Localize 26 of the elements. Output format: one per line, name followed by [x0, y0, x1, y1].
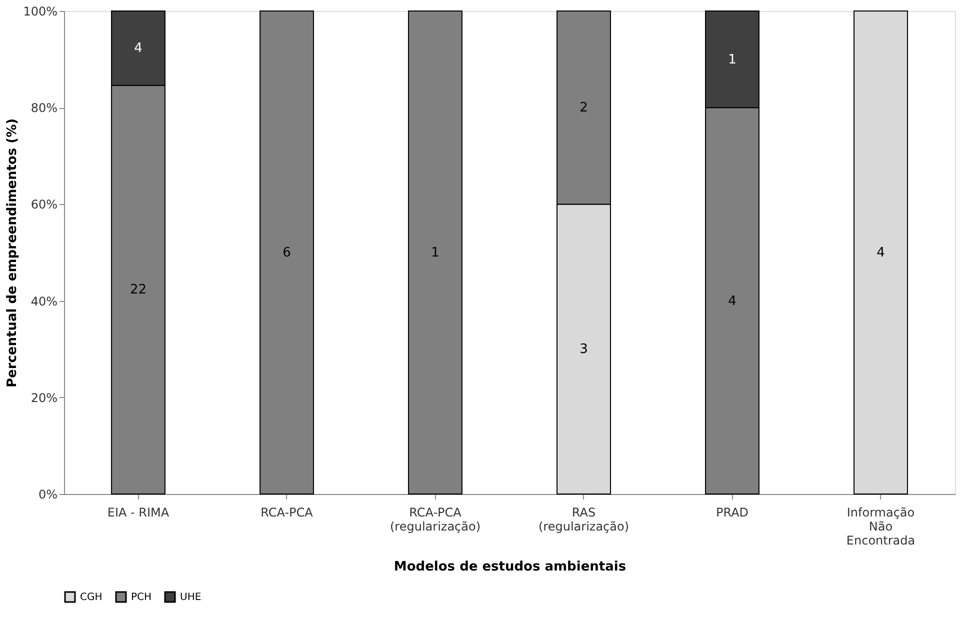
x-tick-label: RCA-PCA (regularização) [390, 506, 481, 534]
annotation: 4 [134, 41, 142, 56]
x-axis-title: Modelos de estudos ambientais [394, 560, 626, 574]
annotation: 4 [876, 246, 885, 260]
legend-label: UHE [180, 592, 202, 603]
x-tick-label: RAS (regularização) [538, 506, 630, 534]
annotation: 1 [431, 246, 440, 260]
annotation: 22 [130, 282, 147, 298]
annotation: 1 [728, 52, 736, 68]
y-tick-label: 60% [30, 198, 58, 212]
legend-label: CGH [80, 592, 102, 603]
annotation: 2 [580, 100, 588, 116]
y-axis-title: Percentual de empreendimentos (%) [5, 118, 20, 388]
annotation: 6 [282, 246, 291, 260]
y-tick-label: 40% [30, 294, 58, 308]
annotation: 4 [728, 294, 736, 309]
y-tick-label: 20% [30, 390, 58, 405]
y-tick-label: 80% [30, 101, 58, 116]
y-tick-label: 100% [23, 4, 58, 18]
x-tick-label: EIA - RIMA [107, 506, 170, 520]
x-tick-label: Informação Não Encontrada [846, 506, 916, 548]
x-tick-label: PRAD [716, 506, 749, 520]
x-tick-label: RCA-PCA [260, 506, 314, 520]
y-tick-label: 0% [38, 488, 58, 502]
annotation: 3 [580, 342, 588, 358]
legend-label: PCH [131, 592, 152, 603]
